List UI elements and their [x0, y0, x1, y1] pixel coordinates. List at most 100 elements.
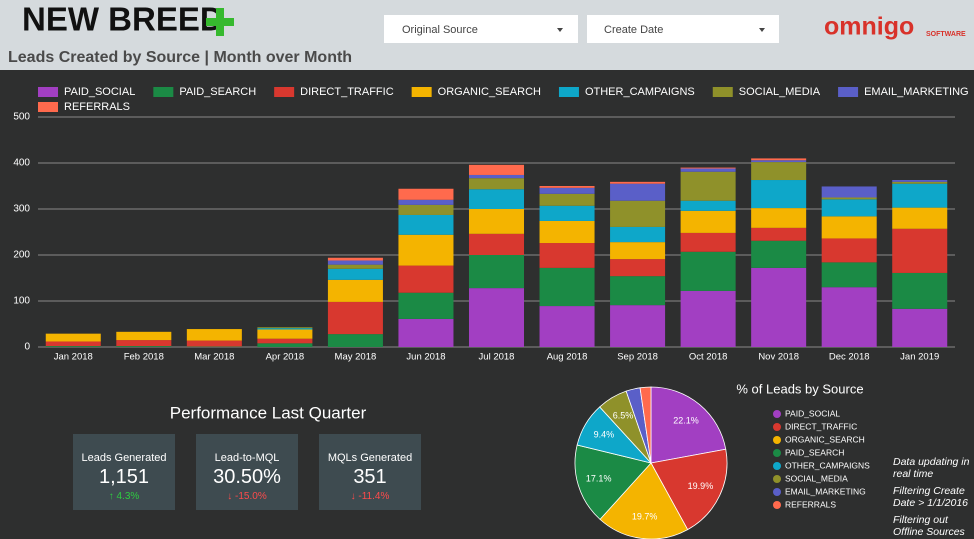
- slice-label: 19.9%: [688, 481, 714, 491]
- dropdown-arrow: [759, 28, 765, 32]
- bar-segment: [610, 226, 666, 243]
- legend-label: PAID_SEARCH: [785, 447, 844, 457]
- pie-slice: [574, 444, 652, 520]
- x-tick-label: Mar 2018: [194, 352, 234, 363]
- logo-sub: SOFTWARE: [926, 31, 966, 38]
- kpi-label: Leads Generated: [81, 452, 167, 464]
- bar-segment: [327, 301, 383, 335]
- bar-segment: [821, 287, 877, 347]
- bar-segment: [751, 208, 807, 228]
- x-tick-label: Jan 2019: [900, 352, 939, 363]
- bar-segment: [468, 288, 525, 347]
- filter-label[interactable]: Create Date: [604, 24, 663, 36]
- legend-swatch: [773, 423, 781, 431]
- bar-segment: [680, 232, 736, 252]
- bar-segment: [468, 189, 525, 209]
- section-title: Performance Last Quarter: [170, 403, 367, 422]
- bar-segment: [751, 162, 807, 181]
- legend-label: SOCIAL_MEDIA: [785, 473, 848, 483]
- bar-segment: [892, 207, 948, 229]
- dropdown-arrow: [557, 28, 563, 32]
- legend-swatch: [38, 87, 58, 97]
- legend-label: ORGANIC_SEARCH: [438, 86, 541, 98]
- bar-segment: [257, 329, 313, 339]
- legend-swatch: [411, 87, 432, 97]
- filter-dropdown[interactable]: [384, 15, 578, 43]
- bar-segment: [257, 327, 313, 329]
- bar-segment: [680, 167, 736, 169]
- slice-label: 22.1%: [673, 415, 699, 425]
- filter-label[interactable]: Original Source: [402, 24, 478, 36]
- bar-segment: [821, 197, 877, 200]
- bar-segment: [468, 164, 525, 175]
- x-tick-label: Sep 2018: [617, 352, 658, 363]
- y-tick-label: 0: [24, 342, 30, 353]
- bar-segment: [680, 251, 736, 291]
- bar-segment: [327, 279, 383, 302]
- bar-segment: [398, 265, 454, 293]
- x-tick-label: Feb 2018: [124, 352, 164, 363]
- legend-label: ORGANIC_SEARCH: [785, 434, 865, 444]
- kpi-card: Leads Generated 1,151 ↑ 4.3%: [73, 434, 175, 510]
- bar-segment: [398, 204, 454, 215]
- legend-label: OTHER_CAMPAIGNS: [785, 460, 870, 470]
- bar-segment: [468, 174, 525, 179]
- bar-segment: [539, 243, 595, 268]
- kpi-card: MQLs Generated 351 ↓ -11.4%: [319, 434, 421, 510]
- bar-segment: [539, 187, 595, 194]
- bar-segment: [539, 267, 595, 307]
- legend-label: DIRECT_TRAFFIC: [300, 86, 394, 98]
- bar-segment: [539, 220, 595, 244]
- bar-segment: [257, 328, 313, 330]
- x-tick-label: Apr 2018: [266, 352, 305, 363]
- bar-segment: [892, 272, 948, 309]
- pie-slice: [650, 448, 728, 531]
- bar-segment: [610, 305, 666, 347]
- logo: omnigo: [824, 13, 914, 41]
- legend-swatch: [153, 87, 174, 97]
- y-tick-label: 300: [13, 204, 30, 215]
- filter-dropdown[interactable]: [587, 15, 779, 43]
- bar-segment: [680, 168, 736, 172]
- bar-segment: [468, 209, 525, 234]
- kpi-change: ↓ -15.0%: [227, 491, 267, 502]
- bar-segment: [186, 340, 242, 347]
- legend-label: EMAIL_MARKETING: [864, 86, 969, 98]
- bar-segment: [751, 158, 807, 161]
- bar-segment: [398, 318, 454, 347]
- bar-segment: [327, 257, 383, 261]
- legend-swatch: [712, 87, 733, 97]
- bar-segment: [45, 341, 101, 347]
- bar-segment: [116, 331, 172, 341]
- bar-segment: [186, 329, 242, 341]
- bar-segment: [116, 346, 172, 347]
- legend-swatch: [773, 501, 781, 509]
- pie-title: % of Leads by Source: [736, 381, 863, 396]
- bar-segment: [751, 227, 807, 241]
- slice-label: 6.5%: [613, 410, 634, 420]
- legend-label: PAID_SOCIAL: [64, 86, 135, 98]
- page-title: Leads Created by Source | Month over Mon…: [8, 49, 352, 66]
- x-tick-label: Jul 2018: [479, 352, 515, 363]
- legend-swatch: [558, 87, 579, 97]
- legend-swatch: [838, 87, 859, 97]
- bar-segment: [257, 343, 313, 347]
- legend-swatch: [773, 462, 781, 470]
- bar-segment: [327, 334, 383, 347]
- bar-segment: [398, 292, 454, 319]
- bar-segment: [892, 181, 948, 184]
- kpi-value: 1,151: [98, 466, 150, 488]
- legend-swatch: [773, 410, 781, 418]
- bar-segment: [539, 306, 595, 347]
- bar-segment: [327, 264, 383, 269]
- bar-segment: [610, 200, 666, 227]
- kpi-label: Lead-to-MQL: [214, 452, 280, 464]
- plus-icon: [206, 18, 234, 26]
- slice-label: 9.4%: [594, 430, 615, 440]
- legend-label: REFERRALS: [785, 499, 836, 509]
- bar-segment: [610, 276, 666, 306]
- y-tick-label: 200: [13, 250, 30, 261]
- legend-swatch: [38, 102, 58, 112]
- bar-segment: [680, 290, 736, 347]
